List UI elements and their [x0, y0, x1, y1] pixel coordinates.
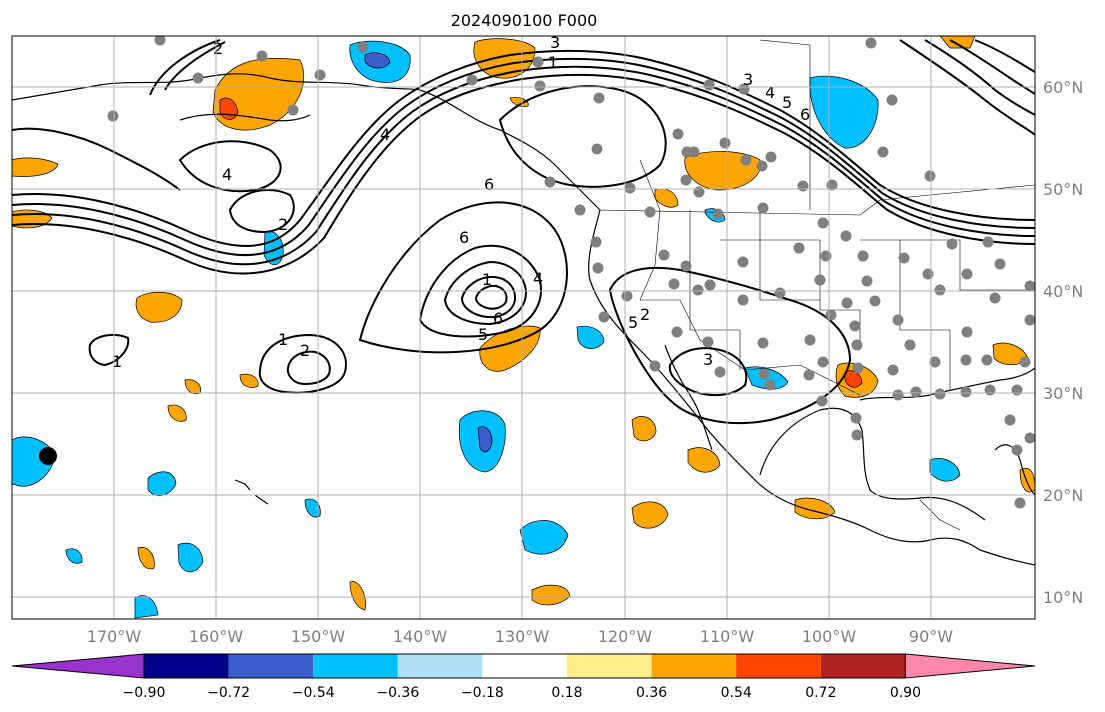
lon-label: 120°W	[598, 627, 653, 646]
lon-label: 140°W	[393, 627, 448, 646]
contour-label: 6	[800, 105, 810, 124]
contour-label: 6	[459, 228, 469, 247]
colorbar-tick-label: 0.72	[805, 685, 836, 701]
colorbar-extend-low	[11, 653, 145, 679]
contour-label: 4	[222, 165, 232, 184]
colorbar-bin	[313, 654, 398, 678]
contour-label: 6	[484, 175, 494, 194]
lon-label: 130°W	[495, 627, 550, 646]
lon-label: 170°W	[87, 627, 142, 646]
map-frame	[11, 35, 1036, 620]
contour-label: 2	[213, 39, 223, 58]
lat-label: 50°N	[1043, 180, 1083, 199]
storm-center-marker	[39, 447, 57, 465]
contour-label: 3	[550, 33, 560, 52]
lat-label: 60°N	[1043, 78, 1083, 97]
colorbar-bin	[651, 654, 737, 678]
contour-label: 4	[380, 125, 390, 144]
contour-label: 3	[703, 350, 713, 369]
lon-label: 90°W	[909, 627, 953, 646]
lat-labels: 60°N 50°N 40°N 30°N 20°N 10°N	[1043, 78, 1083, 607]
contour-label: 5	[782, 93, 792, 112]
colorbar-tick-label: 0.54	[721, 685, 752, 701]
colorbar-frame	[143, 653, 906, 679]
colorbar-bin	[228, 654, 314, 678]
lat-label: 20°N	[1043, 486, 1083, 505]
colorbar-bin	[567, 654, 652, 678]
lon-label: 160°W	[189, 627, 244, 646]
contour-label: 5	[628, 313, 638, 332]
colorbar-tick-label: −0.54	[292, 685, 335, 701]
contour-label: 2	[640, 305, 650, 324]
lat-label: 40°N	[1043, 282, 1083, 301]
station-markers	[107, 36, 1035, 509]
colorbar-tick-label: −0.18	[461, 685, 504, 701]
colorbar-bin	[736, 654, 821, 678]
colorbar-tick-label: −0.90	[123, 685, 166, 701]
colorbar-bin	[144, 654, 229, 678]
lon-label: 150°W	[291, 627, 346, 646]
contour-label: 1	[112, 352, 122, 371]
gridlines	[12, 36, 1035, 619]
colorbar-bin	[820, 654, 906, 678]
coastlines	[12, 73, 1035, 566]
contour-label: 3	[743, 70, 753, 89]
colorbar-tick-label: −0.36	[376, 685, 419, 701]
colorbar-tick-label: 0.90	[890, 685, 921, 701]
anomaly-fills	[12, 36, 1035, 619]
colorbar-bin	[482, 654, 567, 678]
colorbar-bin	[397, 654, 483, 678]
contour-label: 4	[533, 269, 543, 288]
contour-label: 6	[493, 309, 503, 328]
figure-title: 2024090100 F000	[451, 11, 598, 30]
colorbar-tick-label: 0.36	[636, 685, 667, 701]
contour-label: 4	[765, 83, 775, 102]
contour-label: 2	[300, 341, 310, 360]
colorbar-extend-high	[904, 653, 1036, 679]
contour-label: 2	[278, 215, 288, 234]
contour-label: 1	[482, 270, 492, 289]
lon-labels: 170°W 160°W 150°W 140°W 130°W 120°W 110°…	[87, 627, 953, 646]
lon-label: 110°W	[700, 627, 755, 646]
contour-lines	[12, 39, 1035, 425]
contour-label-group: 1 2 3 4 5 6 2 1 4 6 6 5 4 3 2 1 1 2 3 4 …	[112, 33, 810, 371]
lat-label: 10°N	[1043, 588, 1083, 607]
political-borders	[599, 39, 1035, 531]
contour-label: 1	[278, 330, 288, 349]
colorbar: −0.90 −0.72 −0.54 −0.36 −0.18 0.18 0.36 …	[11, 653, 1036, 701]
colorbar-tick-label: 0.18	[551, 685, 582, 701]
lon-label: 100°W	[802, 627, 857, 646]
contour-label: 5	[478, 325, 488, 344]
colorbar-tick-label: −0.72	[207, 685, 250, 701]
lat-label: 30°N	[1043, 384, 1083, 403]
contour-label: 1	[548, 53, 558, 72]
